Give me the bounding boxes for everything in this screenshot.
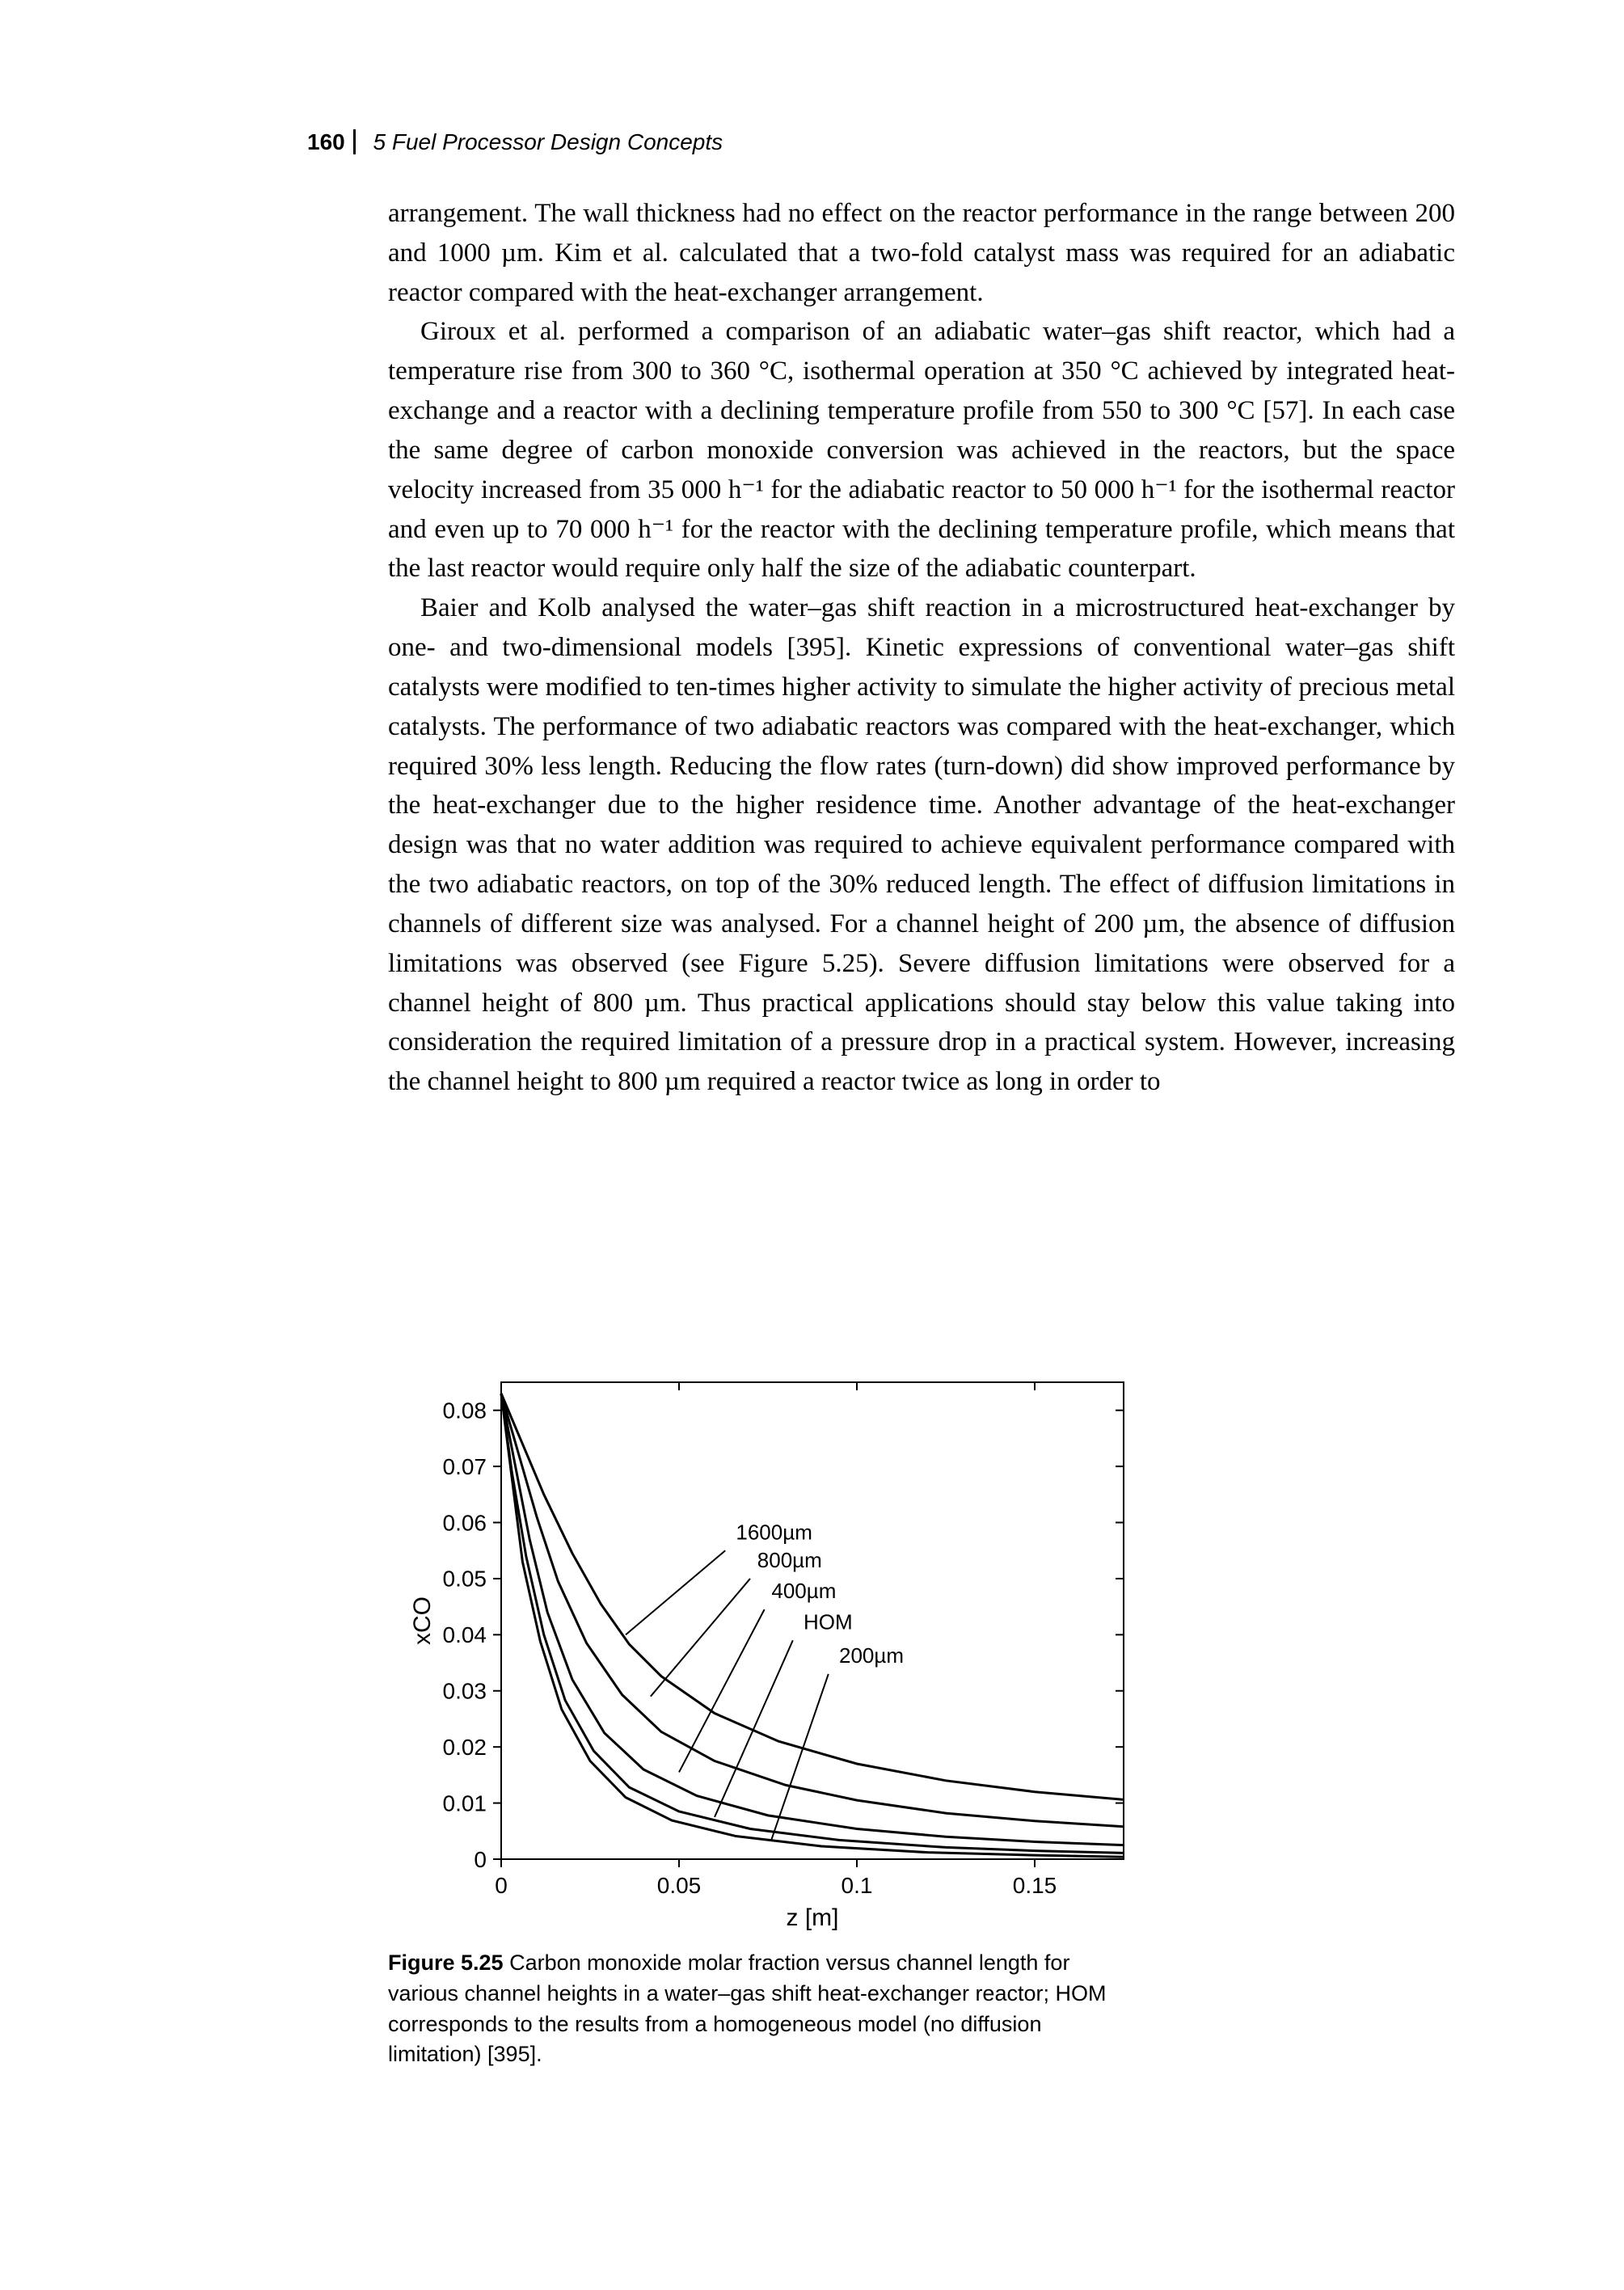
svg-text:0.1: 0.1 [842, 1873, 873, 1898]
svg-text:1600µm: 1600µm [736, 1520, 812, 1544]
svg-text:0.08: 0.08 [443, 1398, 487, 1423]
svg-text:0.02: 0.02 [443, 1735, 487, 1760]
paragraph-1: arrangement. The wall thickness had no e… [388, 194, 1455, 312]
svg-text:400µm: 400µm [771, 1579, 836, 1603]
paragraph-2: Giroux et al. performed a comparison of … [388, 312, 1455, 588]
body-text: arrangement. The wall thickness had no e… [388, 194, 1455, 1102]
svg-text:800µm: 800µm [757, 1548, 822, 1572]
chapter-label: 5 Fuel Processor Design Concepts [373, 129, 723, 154]
svg-text:0.05: 0.05 [443, 1567, 487, 1592]
figure-caption: Figure 5.25 Carbon monoxide molar fracti… [388, 1948, 1132, 2070]
page-number: 160 [307, 129, 356, 154]
svg-text:z [m]: z [m] [787, 1904, 839, 1931]
svg-text:0.04: 0.04 [443, 1622, 487, 1647]
paragraph-3: Baier and Kolb analysed the water–gas sh… [388, 588, 1455, 1102]
svg-text:0: 0 [474, 1847, 487, 1872]
svg-text:0.06: 0.06 [443, 1510, 487, 1535]
svg-text:0.15: 0.15 [1013, 1873, 1057, 1898]
figure-5-25: 0 0.05 0.1 0.15 0 0.01 0.02 0.03 0.04 0.05 0.06 0.0… [388, 1358, 1196, 2070]
svg-text:0.01: 0.01 [443, 1790, 487, 1816]
figure-label: Figure 5.25 [388, 1951, 504, 1975]
svg-text:xCO: xCO [409, 1596, 436, 1645]
svg-text:HOM: HOM [804, 1609, 853, 1634]
page: 160 5 Fuel Processor Design Concepts arr… [0, 0, 1624, 2290]
svg-text:0.03: 0.03 [443, 1679, 487, 1704]
running-head: 160 5 Fuel Processor Design Concepts [307, 129, 723, 155]
svg-text:200µm: 200µm [839, 1643, 904, 1668]
svg-text:0.05: 0.05 [657, 1873, 702, 1898]
figure-chart: 0 0.05 0.1 0.15 0 0.01 0.02 0.03 0.04 0.05 0.06 0.0… [388, 1358, 1164, 1940]
svg-text:0: 0 [495, 1873, 508, 1898]
svg-text:0.07: 0.07 [443, 1454, 487, 1479]
